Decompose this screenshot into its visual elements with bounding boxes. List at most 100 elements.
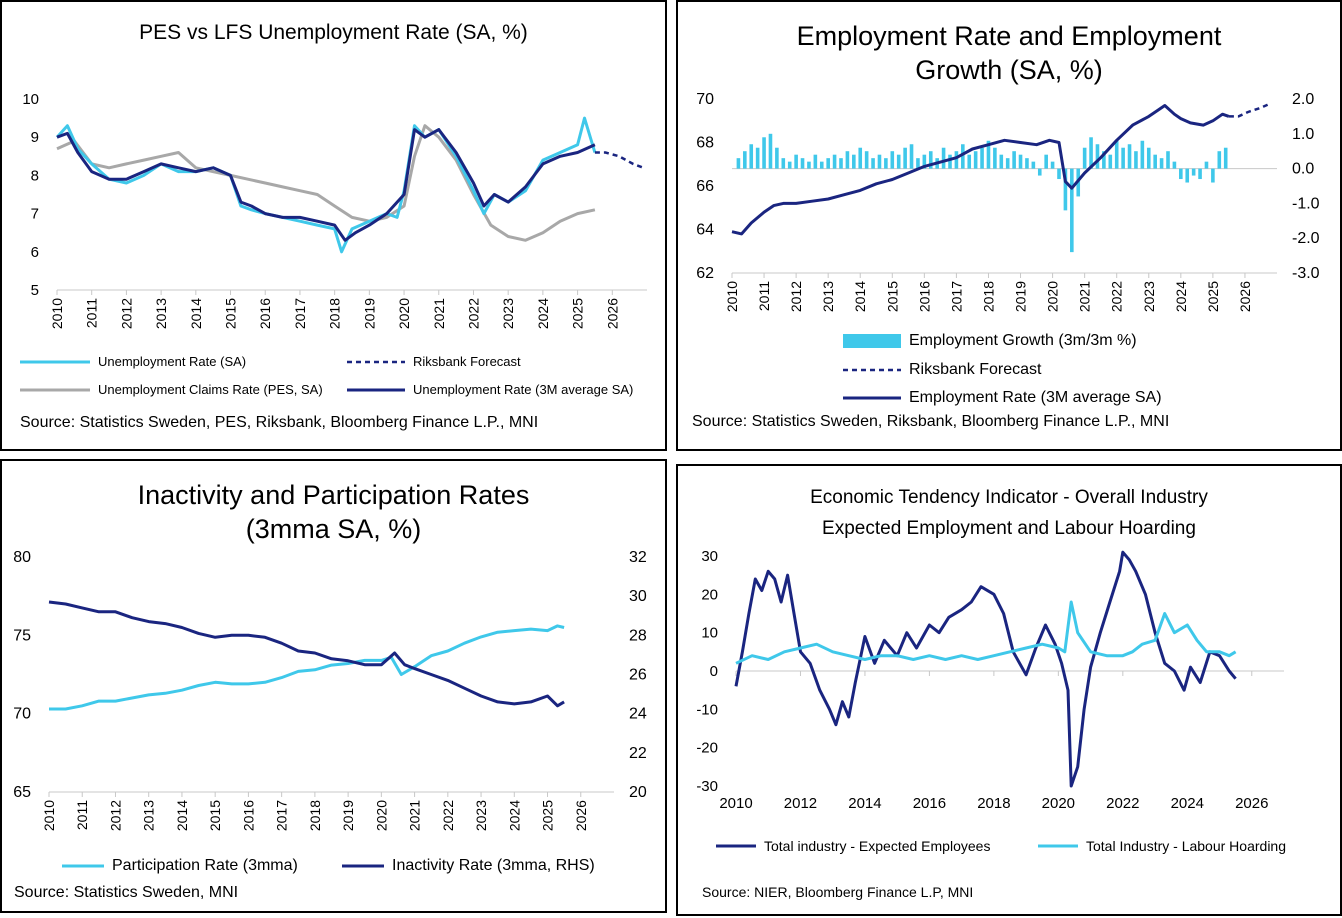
x-tick-label: 2025 xyxy=(1205,281,1221,312)
legend-item: Participation Rate (3mma) xyxy=(62,857,298,875)
legend-item: Riksbank Forecast xyxy=(843,361,1042,379)
employment-growth-bar xyxy=(1057,168,1061,180)
employment-growth-bar xyxy=(967,154,972,169)
legend-label: Total Industry - Labour Hoarding xyxy=(1086,838,1286,854)
employment-growth-bar xyxy=(948,154,952,169)
legend-label: Employment Growth (3m/3m %) xyxy=(909,332,1137,349)
source-note: Source: Statistics Sweden, PES, Riksbank… xyxy=(20,414,539,431)
inactivity-rate-3mma-rhs-line xyxy=(48,600,565,708)
y-tick-label: 6 xyxy=(31,244,39,261)
x-tick-label: 2024 xyxy=(535,298,551,329)
employment-growth-bar xyxy=(916,158,920,169)
x-tick-label: 2012 xyxy=(107,800,123,831)
employment-growth-bar xyxy=(858,147,863,169)
y-tick-label: 0 xyxy=(710,663,718,680)
x-tick-label: 2015 xyxy=(884,281,900,312)
employment-growth-bar xyxy=(839,158,843,169)
x-tick-label: 2014 xyxy=(852,281,868,312)
employment-growth-bar xyxy=(1179,168,1183,180)
y-tick-label: 8 xyxy=(31,167,39,184)
employment-growth-bar xyxy=(1031,161,1036,169)
y-right-tick-label: 30 xyxy=(629,588,647,605)
employment-growth-bar xyxy=(1191,168,1196,176)
employment-growth-bar xyxy=(903,147,907,169)
x-tick-label: 2021 xyxy=(431,298,447,329)
legend-item: Inactivity Rate (3mma, RHS) xyxy=(342,857,595,875)
legend-item: Unemployment Rate (3M average SA) xyxy=(347,382,633,397)
x-tick-label: 2015 xyxy=(223,298,239,329)
employment-growth-bar xyxy=(1025,158,1029,169)
x-tick-label: 2016 xyxy=(257,298,273,329)
x-tick-label: 2014 xyxy=(174,800,190,831)
x-tick-label: 2021 xyxy=(1077,281,1093,312)
employment-growth-bar xyxy=(1146,147,1151,169)
x-tick-label: 2014 xyxy=(848,795,881,812)
employment-growth-bar xyxy=(986,140,991,169)
x-tick-label: 2011 xyxy=(84,298,100,328)
employment-growth-bar xyxy=(832,154,837,169)
x-tick-label: 2020 xyxy=(373,800,389,831)
x-tick-label: 2011 xyxy=(756,281,772,311)
x-tick-label: 2020 xyxy=(1045,281,1061,312)
y-tick-label: 65 xyxy=(13,784,31,801)
inactivity-participation-panel: Inactivity and Participation Rates (3mma… xyxy=(0,459,667,913)
source-note: Source: NIER, Bloomberg Finance L.P, MNI xyxy=(702,884,974,900)
employment-growth-bar xyxy=(1108,154,1113,169)
y-tick-label: 10 xyxy=(701,625,718,642)
y-tick-label: 9 xyxy=(31,129,39,146)
employment-growth-bar xyxy=(1217,151,1222,169)
employment-rate-panel: Employment Rate and Employment Growth (S… xyxy=(676,0,1342,451)
employment-growth-bar xyxy=(1005,158,1010,169)
employment-growth-bar xyxy=(781,158,786,169)
employment-growth-bar xyxy=(961,144,965,169)
employment-growth-bar xyxy=(980,147,984,169)
x-tick-label: 2016 xyxy=(240,800,256,831)
employment-growth-bar xyxy=(1121,147,1125,169)
total-industry-labour-hoarding-line xyxy=(735,600,1237,665)
inactivity-participation-chart: 2010 2011 2012 2013 2014 2015 2016 2017 2018 2019… xyxy=(13,549,647,831)
x-tick-label: 2013 xyxy=(141,800,157,831)
x-tick-label: 2024 xyxy=(1171,795,1204,812)
chart-title-line1: Economic Tendency Indicator - Overall In… xyxy=(810,487,1208,508)
employment-growth-bar xyxy=(1102,151,1106,169)
legend-label: Unemployment Claims Rate (PES, SA) xyxy=(98,382,323,397)
y-tick-label: 20 xyxy=(701,586,718,603)
participation-rate-3mma-line xyxy=(49,624,565,711)
y-right-tick-label: 24 xyxy=(629,706,647,723)
x-tick-label: 2018 xyxy=(327,298,343,329)
x-tick-label: 2021 xyxy=(407,800,423,831)
x-tick-label: 2026 xyxy=(573,800,589,831)
x-tick-label: 2016 xyxy=(913,795,946,812)
chart-title-line2: Growth (SA, %) xyxy=(915,55,1103,85)
chart-title: PES vs LFS Unemployment Rate (SA, %) xyxy=(139,21,528,44)
y-right-tick-label: 22 xyxy=(629,745,647,762)
employment-growth-bar xyxy=(941,147,946,169)
employment-growth-bar xyxy=(1140,140,1145,169)
y-tick-label: 10 xyxy=(22,91,39,108)
employment-growth-bar xyxy=(845,151,850,169)
employment-growth-bar xyxy=(1166,151,1170,169)
tendency-indicator-panel: Economic Tendency Indicator - Overall In… xyxy=(676,464,1342,916)
y-tick-label: 66 xyxy=(696,178,714,195)
employment-growth-bar xyxy=(1223,147,1228,169)
chart-title-line1: Employment Rate and Employment xyxy=(796,21,1222,51)
employment-growth-bar xyxy=(787,161,792,169)
legend-label: Unemployment Rate (SA) xyxy=(98,354,247,369)
legend-item: Unemployment Claims Rate (PES, SA) xyxy=(20,382,323,397)
riksbank-forecast-line xyxy=(1228,102,1272,118)
x-tick-label: 2024 xyxy=(506,800,522,831)
legend-item: Employment Growth (3m/3m %) xyxy=(843,332,1137,350)
employment-growth-bar xyxy=(1095,144,1100,169)
x-tick-label: 2023 xyxy=(473,800,489,831)
y-tick-label: 64 xyxy=(696,222,714,239)
employment-growth-bar xyxy=(749,144,754,169)
employment-growth-bar xyxy=(755,147,760,169)
legend-label: Inactivity Rate (3mma, RHS) xyxy=(392,857,595,874)
employment-growth-bar xyxy=(1172,161,1177,169)
employment-growth-bar xyxy=(826,158,830,169)
employment-growth-bar xyxy=(871,158,875,169)
source-note: Source: Statistics Sweden, MNI xyxy=(14,884,239,901)
chart-title-line2: Expected Employment and Labour Hoarding xyxy=(822,518,1196,539)
x-tick-label: 2019 xyxy=(340,800,356,831)
y-tick-label: 70 xyxy=(696,91,714,108)
